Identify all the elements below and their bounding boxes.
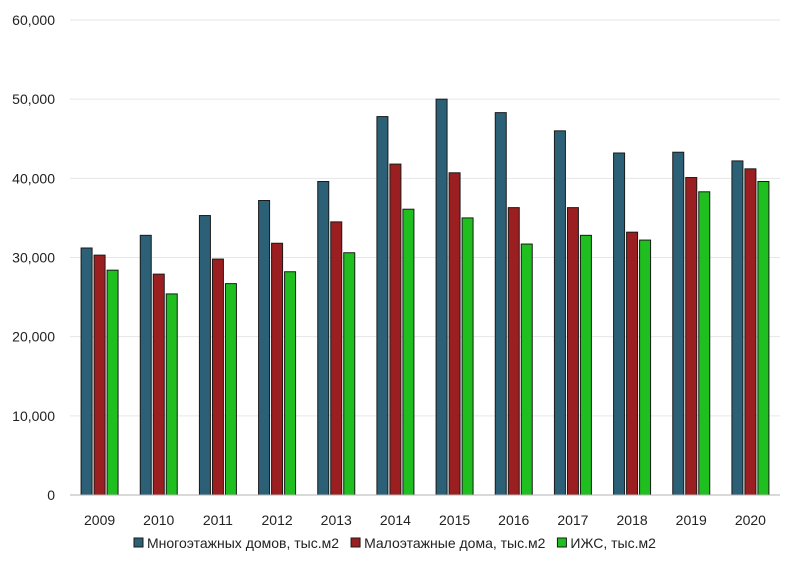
gridlines (70, 19, 780, 417)
x-axis: 2009 2010 2011 2012 2013 2014 2015 2016 2017 2018… (70, 494, 780, 528)
bar-2010-series-1 (139, 234, 152, 496)
x-tick-label: 2020 (735, 512, 766, 528)
bar-2014-series-1 (376, 116, 389, 496)
x-tick-label: 2015 (439, 512, 470, 528)
legend: Многоэтажных домов, тыс.м2 Малоэтажные до… (133, 535, 656, 551)
x-tick-label: 2017 (557, 512, 588, 528)
legend-swatch (133, 537, 144, 548)
bar-2018-series-3 (639, 239, 652, 496)
bar-2012-series-2 (271, 242, 284, 496)
legend-swatch (556, 537, 567, 548)
bar-2020-series-3 (757, 181, 770, 496)
bar-2017-series-1 (553, 130, 566, 496)
x-tick-label: 2011 (203, 512, 233, 528)
bar-2014-series-3 (402, 208, 415, 496)
legend-label: Многоэтажных домов, тыс.м2 (147, 535, 339, 551)
y-tick-label: 40,000 (12, 170, 55, 186)
legend-item: ИЖС, тыс.м2 (556, 535, 656, 551)
bar-2016-series-3 (520, 243, 533, 496)
legend-swatch (350, 537, 361, 548)
x-tick-label: 2014 (380, 512, 411, 528)
legend-label: ИЖС, тыс.м2 (570, 535, 656, 551)
bar-2018-series-1 (613, 152, 626, 496)
bar-2009-series-1 (80, 247, 93, 496)
legend-label: Малоэтажные дома, тыс.м2 (364, 535, 546, 551)
bar-2009-series-3 (106, 269, 119, 496)
bar-2019-series-2 (685, 177, 698, 496)
y-tick-label: 60,000 (12, 12, 55, 28)
bar-2013-series-3 (343, 252, 356, 496)
bar-2010-series-2 (152, 273, 165, 496)
bar-2013-series-1 (317, 181, 330, 496)
bar-2013-series-2 (330, 221, 343, 496)
y-tick-label: 50,000 (12, 91, 55, 107)
x-tick-label: 2010 (143, 512, 174, 528)
bars (80, 98, 770, 496)
bar-2011-series-2 (211, 258, 224, 496)
legend-item: Малоэтажные дома, тыс.м2 (350, 535, 546, 551)
y-tick-label: 20,000 (12, 329, 55, 345)
y-tick-label: 0 (47, 487, 55, 503)
bar-2015-series-2 (448, 172, 461, 496)
x-tick-label: 2009 (84, 512, 115, 528)
bar-2012-series-1 (258, 200, 271, 496)
bar-2012-series-3 (284, 271, 297, 496)
x-tick-label: 2019 (676, 512, 707, 528)
bar-2016-series-1 (494, 112, 507, 496)
bar-2017-series-2 (566, 207, 579, 496)
bar-2016-series-2 (507, 207, 520, 496)
bar-2018-series-2 (626, 231, 639, 496)
bar-2019-series-1 (672, 151, 685, 496)
bar-2020-series-2 (744, 168, 757, 496)
bar-2009-series-2 (93, 254, 106, 496)
bar-2019-series-3 (698, 191, 711, 496)
x-tick-label: 2013 (321, 512, 352, 528)
bar-2017-series-3 (579, 234, 592, 496)
bar-2015-series-1 (435, 98, 448, 496)
bar-2020-series-1 (731, 160, 744, 496)
bar-2014-series-2 (389, 163, 402, 496)
bar-2010-series-3 (165, 293, 178, 496)
y-tick-label: 30,000 (12, 250, 55, 266)
bar-2011-series-3 (224, 283, 237, 496)
bar-2011-series-1 (198, 215, 211, 496)
x-tick-label: 2016 (498, 512, 529, 528)
x-tick-label: 2018 (617, 512, 648, 528)
x-tick-label: 2012 (262, 512, 293, 528)
y-axis: 0 10,000 20,000 30,000 40,000 50,000 60,000 (12, 12, 55, 503)
legend-item: Многоэтажных домов, тыс.м2 (133, 535, 339, 551)
bar-2015-series-3 (461, 217, 474, 496)
y-tick-label: 10,000 (12, 408, 55, 424)
